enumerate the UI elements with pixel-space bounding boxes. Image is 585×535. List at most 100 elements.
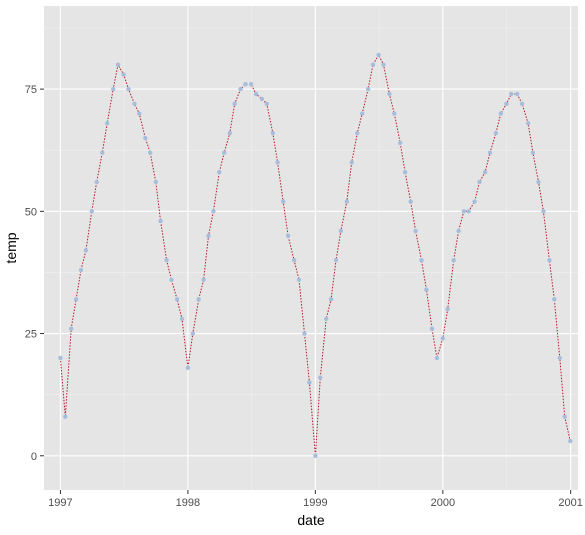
data-point [126, 86, 131, 92]
data-point [536, 179, 541, 185]
data-point [174, 297, 180, 302]
y-tick-label: 75 [25, 84, 37, 96]
data-point [355, 130, 360, 136]
y-tick-label: 0 [31, 451, 37, 463]
data-point [248, 82, 254, 87]
data-point [281, 199, 286, 204]
data-point [552, 297, 557, 302]
data-point [509, 91, 514, 97]
data-point [58, 355, 63, 361]
data-point [105, 121, 110, 126]
data-point [169, 277, 174, 282]
data-point [94, 179, 99, 185]
data-point [185, 365, 191, 370]
data-point [365, 86, 371, 92]
data-point [541, 209, 546, 214]
data-point [196, 297, 201, 302]
data-point [296, 277, 302, 282]
data-point [232, 101, 237, 107]
data-point [482, 170, 488, 175]
data-point [498, 111, 503, 116]
data-point [413, 228, 418, 234]
data-point [562, 414, 567, 419]
y-axis: 0 25 50 75 [25, 84, 44, 463]
data-point [376, 52, 381, 58]
data-point [201, 277, 206, 282]
data-point [83, 248, 89, 253]
plot-panel [44, 6, 578, 490]
data-point [78, 267, 84, 273]
data-point [148, 150, 153, 155]
data-point [111, 86, 116, 92]
data-point [466, 209, 471, 214]
x-tick-label: 1998 [176, 497, 200, 509]
data-point [206, 233, 211, 238]
data-point [190, 331, 195, 336]
data-point [238, 86, 243, 92]
data-point [440, 336, 445, 341]
data-point [259, 96, 265, 102]
data-point [217, 170, 222, 175]
data-point [179, 316, 185, 322]
data-point [424, 287, 429, 292]
data-point [493, 130, 499, 136]
data-point [143, 135, 148, 141]
data-point [164, 258, 169, 263]
data-point [525, 121, 531, 126]
x-tick-label: 1997 [48, 497, 72, 509]
data-point [387, 91, 392, 97]
y-tick-label: 50 [25, 206, 37, 218]
data-point [402, 170, 408, 175]
x-tick-label: 2001 [558, 497, 582, 509]
data-point [429, 326, 435, 331]
data-point [398, 140, 403, 146]
series-points [58, 52, 573, 458]
data-point [419, 258, 424, 263]
data-point [515, 91, 520, 97]
data-point [360, 111, 365, 116]
data-point [568, 438, 573, 444]
data-point [153, 179, 158, 185]
data-point [381, 62, 386, 67]
data-point [519, 101, 525, 107]
y-tick-label: 25 [25, 329, 37, 341]
x-axis: 1997 1998 1999 2000 2001 [48, 490, 583, 509]
data-point [349, 160, 354, 165]
data-point [63, 414, 68, 419]
data-point [222, 150, 227, 155]
data-point [370, 62, 376, 67]
data-point [227, 130, 232, 136]
data-point [100, 150, 105, 155]
data-point [477, 179, 482, 185]
data-point [333, 258, 339, 263]
y-axis-title: temp [3, 232, 19, 263]
data-point [472, 199, 477, 204]
data-point [89, 209, 95, 214]
data-point [285, 233, 291, 238]
data-point [456, 228, 461, 234]
data-point [461, 209, 466, 214]
data-point [115, 62, 121, 67]
x-tick-label: 1999 [303, 497, 327, 509]
data-point [211, 209, 216, 214]
grid-major [44, 6, 578, 490]
data-point [313, 453, 318, 458]
x-tick-label: 2000 [431, 497, 455, 509]
data-point [557, 355, 562, 361]
data-point [344, 199, 349, 204]
data-point [302, 331, 307, 336]
data-point [392, 111, 397, 116]
data-point [69, 326, 74, 331]
data-point [530, 150, 536, 155]
data-point [137, 111, 142, 116]
data-point [408, 199, 413, 204]
data-point [338, 228, 344, 234]
data-point [318, 375, 323, 380]
data-point [487, 150, 493, 155]
data-point [451, 258, 456, 263]
data-point [121, 72, 126, 77]
data-point [73, 297, 79, 302]
grid-minor [44, 6, 578, 490]
data-point [275, 160, 280, 165]
